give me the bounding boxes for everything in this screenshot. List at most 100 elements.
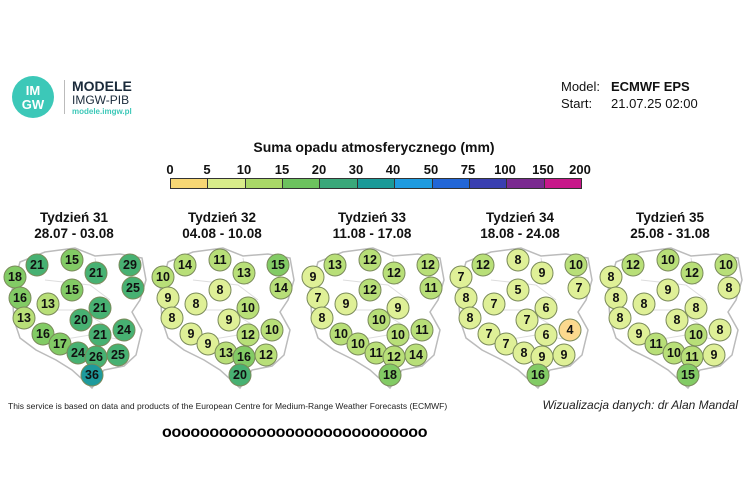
legend-tick: 75 [460,162,476,177]
precip-value: 8 [616,310,624,325]
precip-value: 13 [41,296,55,311]
legend-swatch [245,179,284,188]
precip-value: 6 [542,327,550,342]
poland-map: 12 8 7 9 10 8 5 7 7 6 8 7 7 6 4 7 8 9 9 16 [446,240,596,392]
precip-value: 12 [363,282,377,297]
legend-tick: 150 [532,162,554,177]
precip-marker: 10 [236,296,260,320]
precip-marker: 17 [48,332,72,356]
precip-marker: 13 [214,341,238,365]
precip-value: 11 [415,322,429,337]
precip-marker: 13 [232,261,256,285]
precip-value: 9 [204,336,212,351]
precip-value: 7 [575,280,583,295]
week-title: Tydzień 34 [485,210,555,225]
precip-value: 21 [89,265,103,280]
precip-marker: 11 [419,276,443,300]
precip-marker: 16 [526,363,550,387]
precip-value: 8 [607,269,615,284]
precip-marker: 8 [632,292,656,316]
precip-value: 13 [17,310,31,325]
precip-value: 8 [192,296,200,311]
precip-value: 11 [685,349,699,364]
precip-value: 15 [681,367,695,382]
logo-badge-text: IM [25,83,41,98]
logo-subtitle: IMGW-PIB [72,93,130,107]
precip-marker: 7 [449,265,473,289]
precip-value: 9 [394,300,402,315]
precip-value: 9 [225,312,233,327]
precip-value: 10 [156,269,170,284]
logo-url: modele.imgw.pl [72,107,132,116]
precip-marker: 21 [88,296,112,320]
legend-tick: 15 [274,162,290,177]
precip-value: 26 [89,349,103,364]
legend-swatch [357,179,396,188]
precip-value: 10 [241,300,255,315]
start-value: 21.07.25 02:00 [611,96,698,111]
precip-marker: 12 [471,253,495,277]
precip-value: 14 [409,347,423,362]
precip-value: 16 [531,367,545,382]
logo-title: MODELE [72,78,132,94]
legend-swatch [469,179,508,188]
precip-value: 12 [476,257,490,272]
precip-value: 25 [126,280,140,295]
precip-marker: 9 [386,296,410,320]
model-label: Model: [561,79,601,94]
precip-value: 10 [719,257,733,272]
week-title: Tydzień 35 [635,210,705,225]
precip-marker: 10 [714,253,738,277]
precip-marker: 6 [534,296,558,320]
precip-value: 9 [635,326,643,341]
precip-value: 11 [213,252,227,267]
legend-color-bar [170,178,582,189]
precip-marker: 8 [708,318,732,342]
precip-value: 36 [85,367,99,382]
precip-value: 14 [274,280,288,295]
precip-marker: 12 [382,261,406,285]
precip-marker: 9 [656,278,680,302]
precip-marker: 7 [515,308,539,332]
week-dates: 11.08 - 17.08 [332,226,412,241]
precip-value: 9 [538,265,546,280]
precip-value: 9 [664,282,672,297]
precip-value: 25 [111,347,125,362]
precip-value: 8 [466,310,474,325]
precip-marker: 20 [69,308,93,332]
precip-value: 17 [53,336,67,351]
precip-marker: 13 [12,306,36,330]
precip-marker: 11 [208,248,232,272]
precip-value: 12 [387,265,401,280]
precip-value: 10 [569,257,583,272]
precip-marker: 9 [217,308,241,332]
logo-badge-text: GW [21,97,45,112]
precip-marker: 8 [506,248,530,272]
precip-value: 12 [421,257,435,272]
precip-marker: 10 [564,253,588,277]
week-title: Tydzień 31 [39,210,109,225]
precip-marker: 12 [254,343,278,367]
week-dates: 28.07 - 03.08 [34,226,114,241]
precip-value: 7 [457,269,465,284]
precip-value: 24 [71,345,85,360]
precip-marker: 8 [184,292,208,316]
legend-swatch [208,179,246,188]
precip-value: 7 [523,312,531,327]
legend-tick: 100 [494,162,516,177]
precip-value: 13 [237,265,251,280]
precip-value: 13 [328,257,342,272]
legend-swatch [320,179,358,188]
poland-map: 12 10 8 12 10 8 9 8 8 8 8 8 9 10 8 11 10 11 9 15 [596,240,746,392]
precip-value: 14 [178,257,192,272]
precip-value: 11 [649,336,663,351]
precip-marker: 6 [534,323,558,347]
precip-marker: 9 [702,343,726,367]
precip-value: 12 [241,327,255,342]
precip-value: 16 [237,349,251,364]
precip-marker: 21 [88,323,112,347]
precip-value: 8 [462,290,470,305]
precip-value: 10 [372,312,386,327]
precip-value: 24 [117,322,131,337]
poland-map: 14 11 10 13 15 9 8 14 8 10 8 9 9 12 10 9 13 16 12 20 [148,240,298,392]
